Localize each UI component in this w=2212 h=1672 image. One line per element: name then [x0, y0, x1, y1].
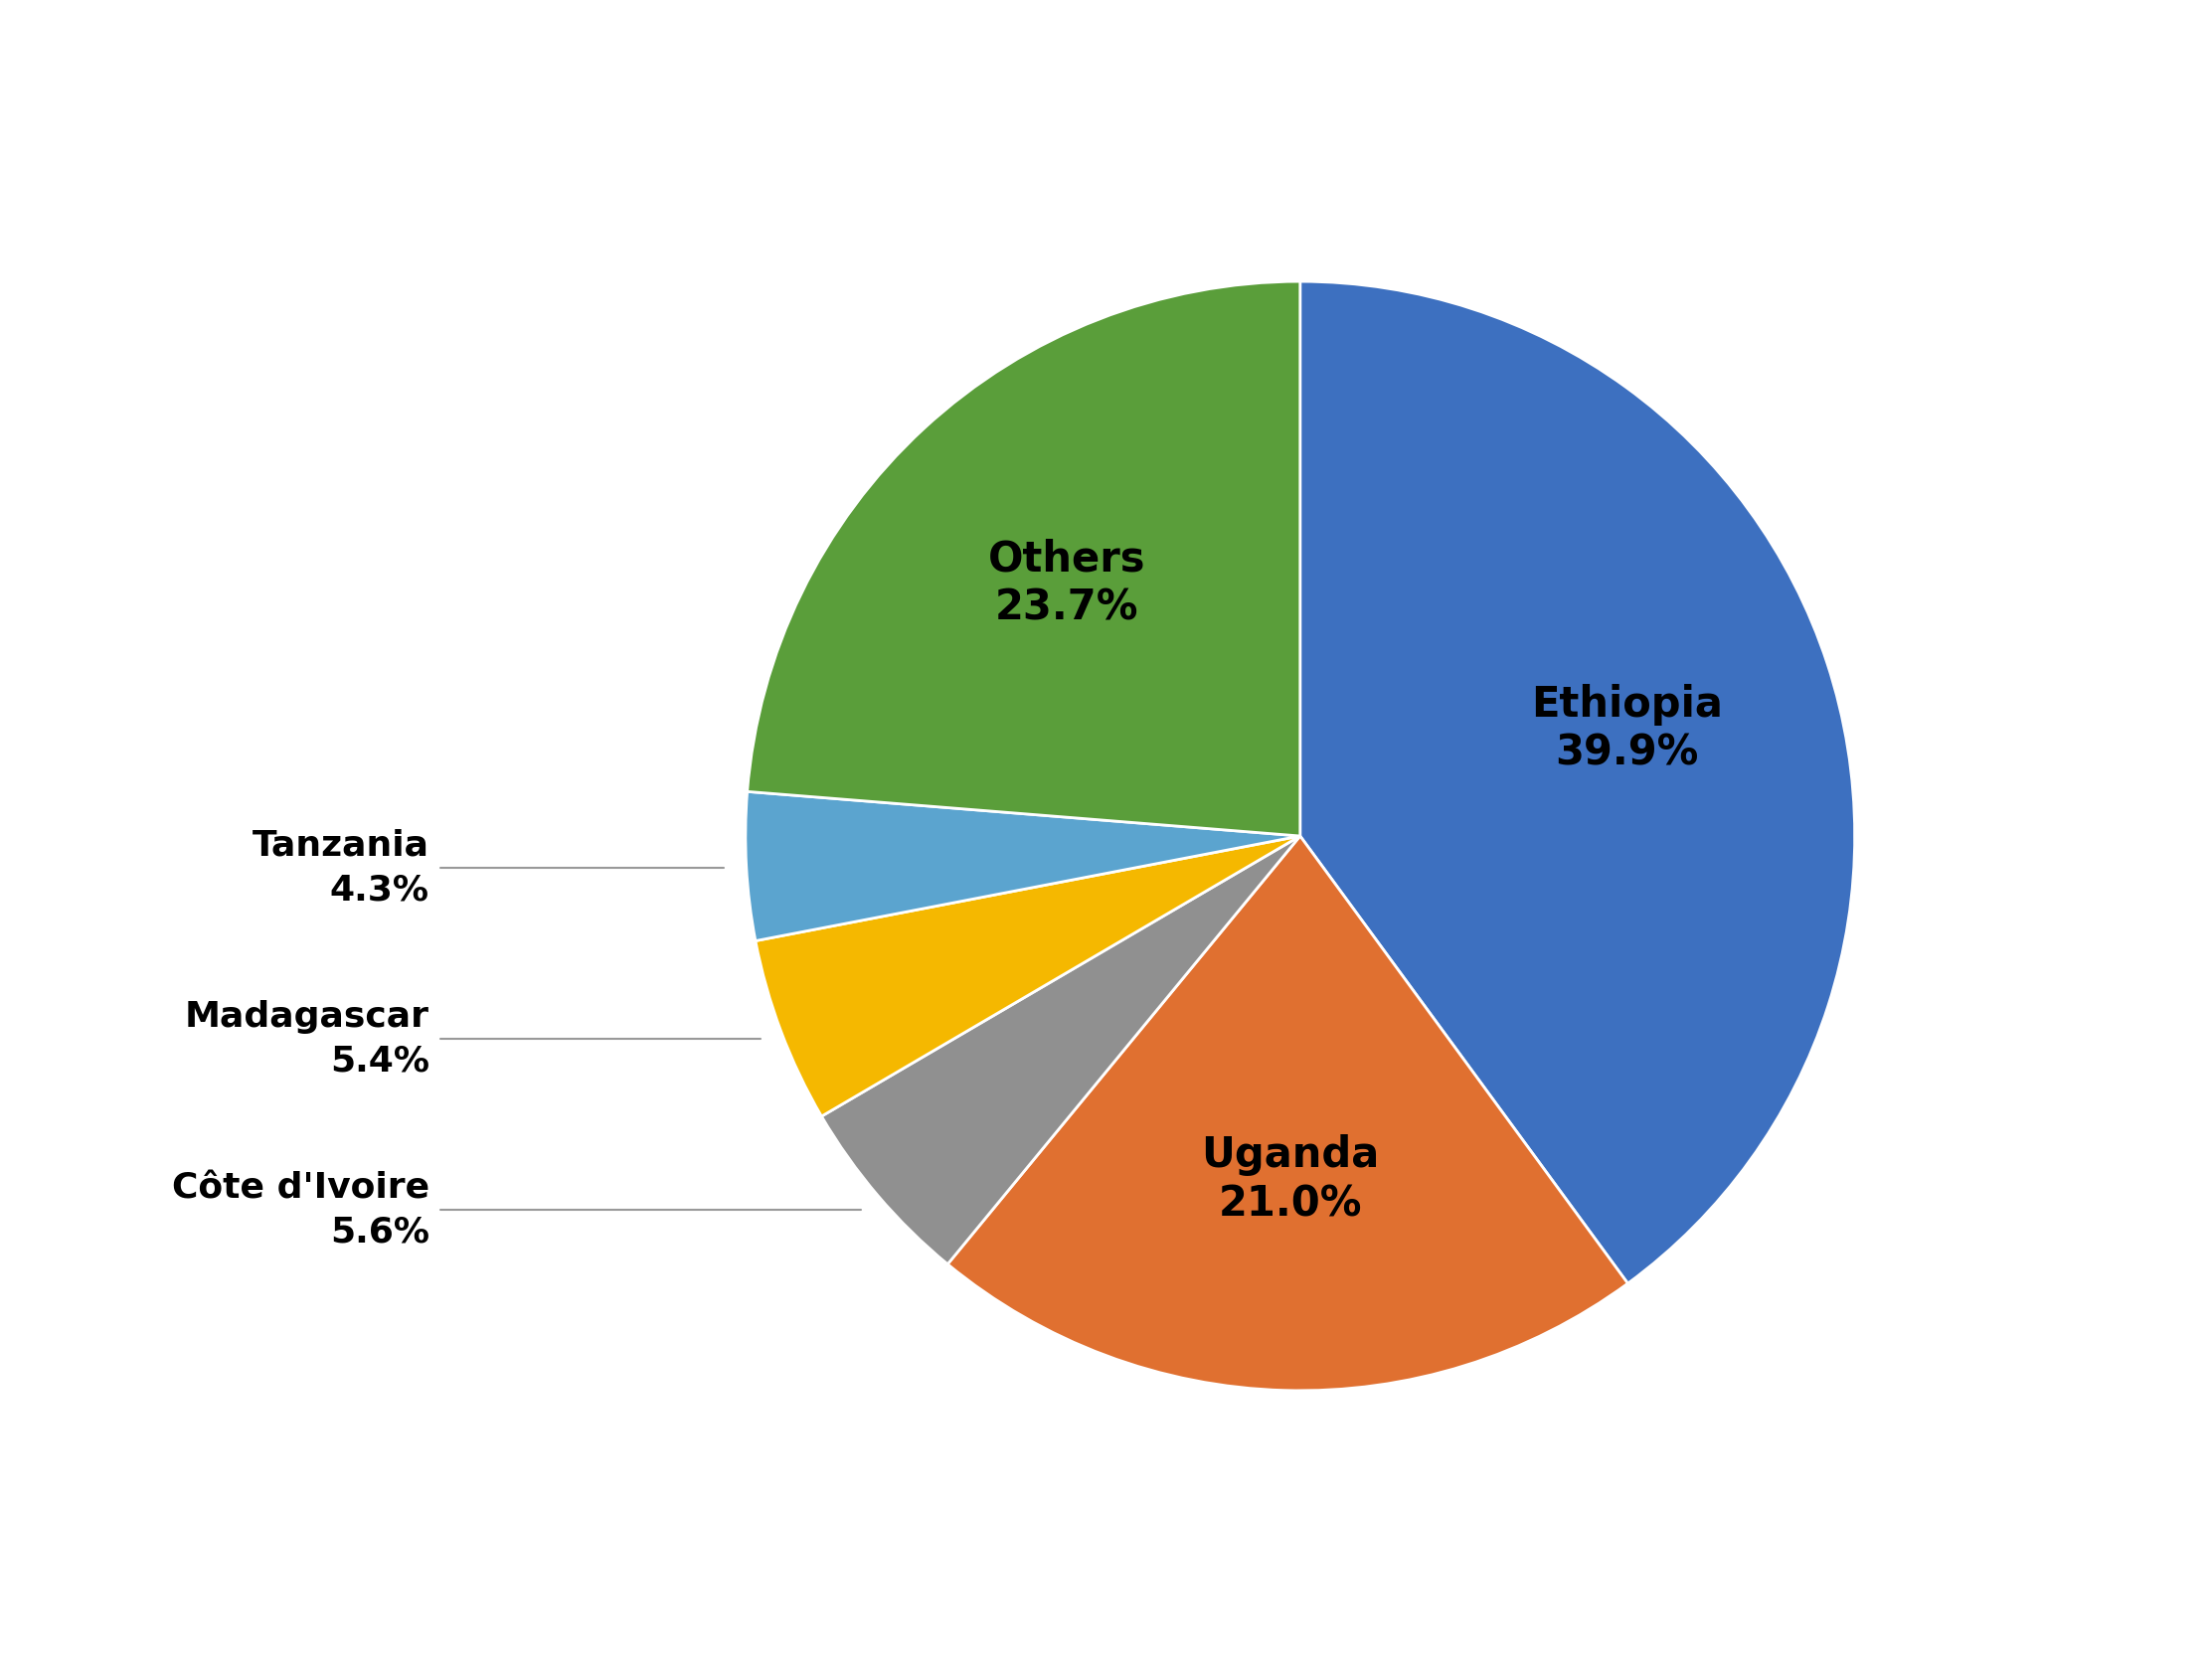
Text: Uganda
21.0%: Uganda 21.0%	[1201, 1135, 1380, 1224]
Text: Madagascar
5.4%: Madagascar 5.4%	[186, 1000, 429, 1078]
Wedge shape	[947, 836, 1628, 1391]
Text: Tanzania
4.3%: Tanzania 4.3%	[252, 829, 429, 906]
Text: Côte d'Ivoire
5.6%: Côte d'Ivoire 5.6%	[173, 1170, 429, 1249]
Wedge shape	[745, 791, 1301, 941]
Wedge shape	[757, 836, 1301, 1117]
Wedge shape	[821, 836, 1301, 1264]
Wedge shape	[748, 281, 1301, 836]
Text: Ethiopia
39.9%: Ethiopia 39.9%	[1531, 684, 1723, 774]
Text: Others
23.7%: Others 23.7%	[989, 538, 1146, 629]
Wedge shape	[1301, 281, 1854, 1284]
